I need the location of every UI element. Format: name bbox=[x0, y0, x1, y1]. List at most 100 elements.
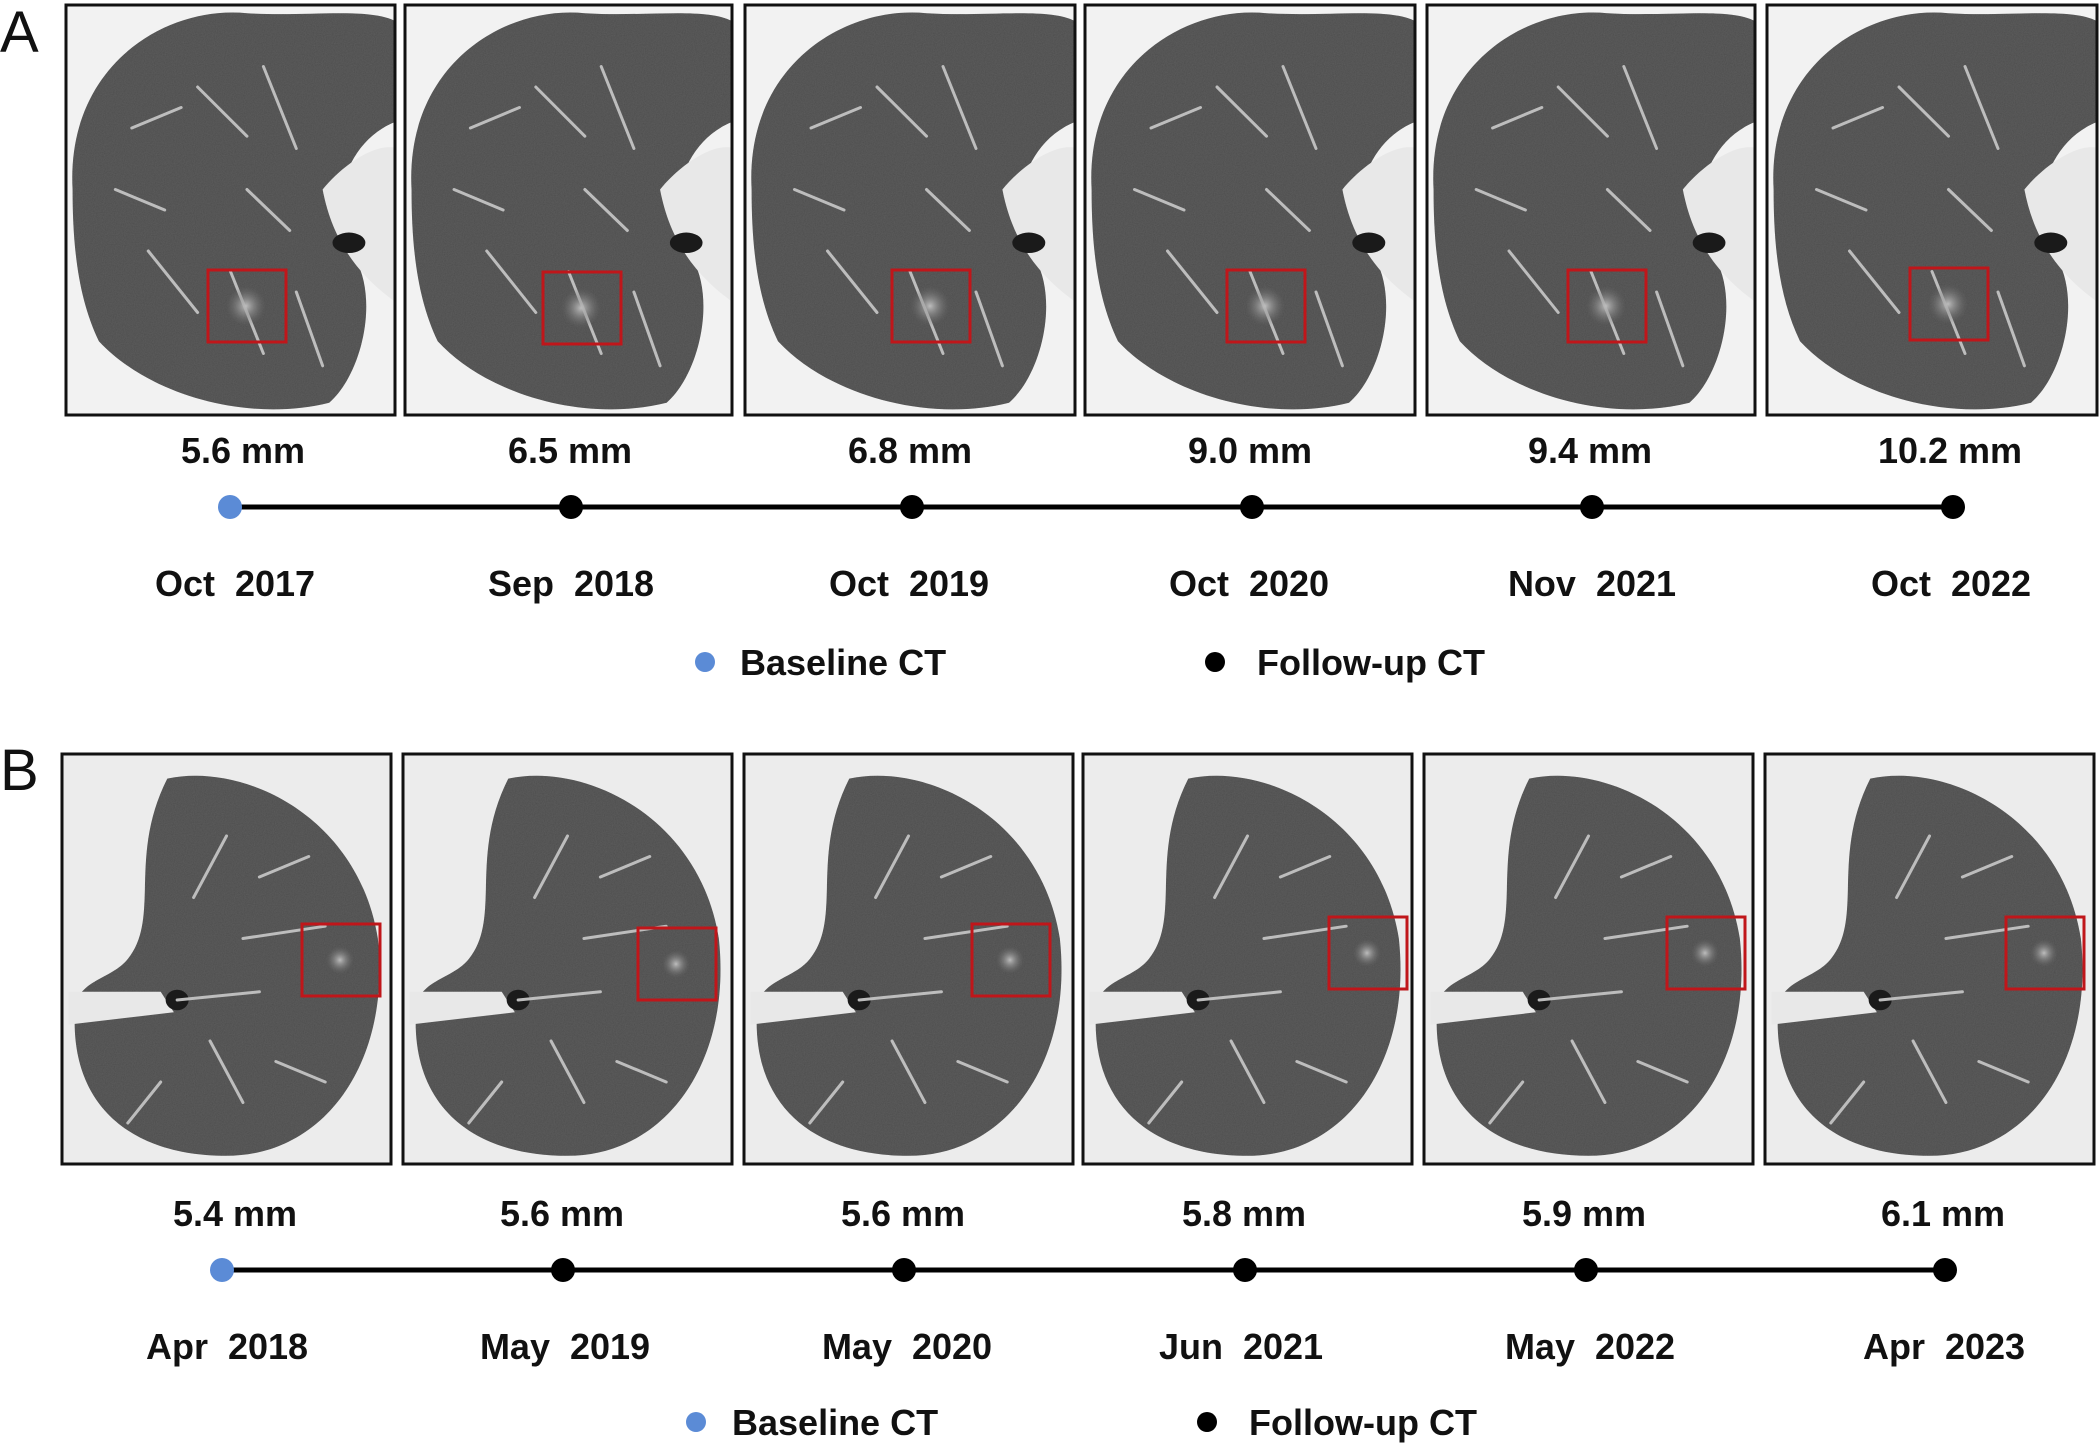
ct-scan-image bbox=[401, 752, 734, 1166]
panel-letter-a: A bbox=[0, 0, 39, 65]
hilum bbox=[409, 991, 515, 1025]
pulmonary-vessel bbox=[452, 188, 505, 212]
date-labels-b: Apr 2018 May 2019 May 2020 Jun 2021 May … bbox=[146, 1326, 2025, 1367]
scan-date-label: Jun 2021 bbox=[1159, 1326, 1323, 1367]
followup-dot bbox=[1574, 1258, 1598, 1282]
roi-box bbox=[1225, 268, 1307, 344]
pulmonary-vessel bbox=[857, 990, 943, 1002]
pulmonary-vessel bbox=[1605, 188, 1652, 232]
pulmonary-vessel bbox=[1960, 855, 2014, 879]
nodule-size-label: 5.8 mm bbox=[1182, 1193, 1306, 1234]
pulmonary-vessel bbox=[1603, 924, 1689, 940]
lung-parenchyma bbox=[1095, 775, 1401, 1156]
pulmonary-vessel bbox=[1474, 188, 1527, 212]
pulmonary-vessel bbox=[598, 855, 652, 879]
legend-followup-label: Follow-up CT bbox=[1257, 642, 1485, 683]
panel-b: B 5.4 mm 5.6 mm 5.6 mm 5.8 mm 5.9 mm 6.1… bbox=[0, 738, 2096, 1443]
scan-date-label: Apr 2023 bbox=[1863, 1326, 2025, 1367]
legend-baseline-marker bbox=[695, 652, 715, 672]
pulmonary-vessel bbox=[245, 188, 292, 232]
lung-parenchyma bbox=[1773, 12, 2097, 410]
mediastinum bbox=[322, 147, 395, 302]
nodule bbox=[996, 946, 1024, 974]
image-frame bbox=[1765, 3, 2099, 417]
roi-box bbox=[2004, 915, 2086, 991]
pulmonary-vessel bbox=[1295, 1060, 1348, 1084]
image-frame bbox=[1081, 752, 1414, 1166]
nodule bbox=[326, 946, 354, 974]
legend-baseline-label: Baseline CT bbox=[732, 1402, 938, 1443]
scan-date-label: May 2019 bbox=[480, 1326, 650, 1367]
image-frame bbox=[403, 3, 734, 417]
ct-scan-image bbox=[1081, 752, 1414, 1166]
pulmonary-vessel bbox=[1149, 106, 1202, 130]
pulmonary-vessel bbox=[1215, 85, 1268, 138]
followup-dot bbox=[892, 1258, 916, 1282]
bronchus bbox=[332, 232, 366, 254]
pulmonary-vessel bbox=[261, 65, 298, 150]
lung-parenchyma bbox=[756, 775, 1062, 1156]
pulmonary-vessel bbox=[1895, 834, 1931, 899]
pulmonary-vessel bbox=[809, 106, 862, 130]
pulmonary-vessel bbox=[1196, 990, 1282, 1002]
followup-dot bbox=[559, 495, 583, 519]
pulmonary-vessel bbox=[196, 85, 249, 138]
pulmonary-vessel bbox=[485, 249, 538, 314]
pulmonary-vessel bbox=[533, 834, 569, 899]
legend-baseline-label: Baseline CT bbox=[740, 642, 946, 683]
scan-date-label: Sep 2018 bbox=[488, 563, 654, 604]
nodule-size-label: 9.4 mm bbox=[1528, 430, 1652, 471]
image-frame bbox=[1083, 3, 1417, 417]
legend-followup-label: Follow-up CT bbox=[1249, 1402, 1477, 1443]
ct-scan-image bbox=[1425, 3, 1757, 417]
pulmonary-vessel bbox=[534, 85, 587, 138]
bronchus bbox=[669, 232, 703, 254]
pulmonary-vessel bbox=[1619, 855, 1673, 879]
pulmonary-vessel bbox=[1831, 106, 1884, 130]
scan-date-label: Oct 2020 bbox=[1169, 563, 1329, 604]
pulmonary-vessel bbox=[208, 1039, 245, 1104]
ct-scan-image bbox=[1422, 752, 1755, 1166]
scan-date-label: Oct 2019 bbox=[829, 563, 989, 604]
bronchus bbox=[2034, 232, 2068, 254]
lung-parenchyma bbox=[1091, 12, 1415, 410]
mediastinum bbox=[2024, 147, 2097, 302]
pulmonary-vessel bbox=[1537, 990, 1623, 1002]
pulmonary-vessel bbox=[1944, 924, 2030, 940]
roi-box bbox=[970, 922, 1052, 998]
roi-box bbox=[1566, 268, 1648, 344]
hilum bbox=[750, 991, 856, 1025]
followup-dot bbox=[1233, 1258, 1257, 1282]
nodule bbox=[1353, 939, 1381, 967]
pulmonary-vessel bbox=[549, 1039, 586, 1104]
pulmonary-vessel bbox=[1314, 290, 1344, 368]
lung-parenchyma bbox=[72, 12, 395, 410]
pulmonary-vessel bbox=[923, 924, 1009, 940]
pulmonary-vessel bbox=[956, 1060, 1009, 1084]
pulmonary-vessel bbox=[192, 834, 228, 899]
pulmonary-vessel bbox=[1147, 1080, 1184, 1125]
pulmonary-vessel bbox=[516, 990, 602, 1002]
ct-scan-image bbox=[1083, 3, 1417, 417]
pulmonary-vessel bbox=[941, 65, 978, 150]
pulmonary-vessel bbox=[615, 1060, 668, 1084]
nodule bbox=[1586, 286, 1626, 326]
ct-scan-image bbox=[1765, 3, 2099, 417]
mediastinum bbox=[1002, 147, 1075, 302]
scan-date-label: Oct 2017 bbox=[155, 563, 315, 604]
baseline-dot bbox=[210, 1258, 234, 1282]
baseline-dot bbox=[218, 495, 242, 519]
pulmonary-vessel bbox=[1265, 188, 1311, 232]
image-frame bbox=[1425, 3, 1757, 417]
ct-scan-image bbox=[1763, 752, 2096, 1166]
hilum bbox=[1771, 991, 1877, 1025]
bronchus bbox=[1012, 232, 1046, 254]
pulmonary-vessel bbox=[1977, 1060, 2030, 1084]
hilum bbox=[1089, 991, 1195, 1025]
pulmonary-vessel bbox=[1947, 188, 1993, 232]
nodule bbox=[561, 288, 601, 328]
lung-parenchyma bbox=[74, 775, 380, 1156]
mediastinum bbox=[1682, 147, 1755, 302]
scan-date-label: May 2022 bbox=[1505, 1326, 1675, 1367]
image-frame bbox=[1422, 752, 1755, 1166]
